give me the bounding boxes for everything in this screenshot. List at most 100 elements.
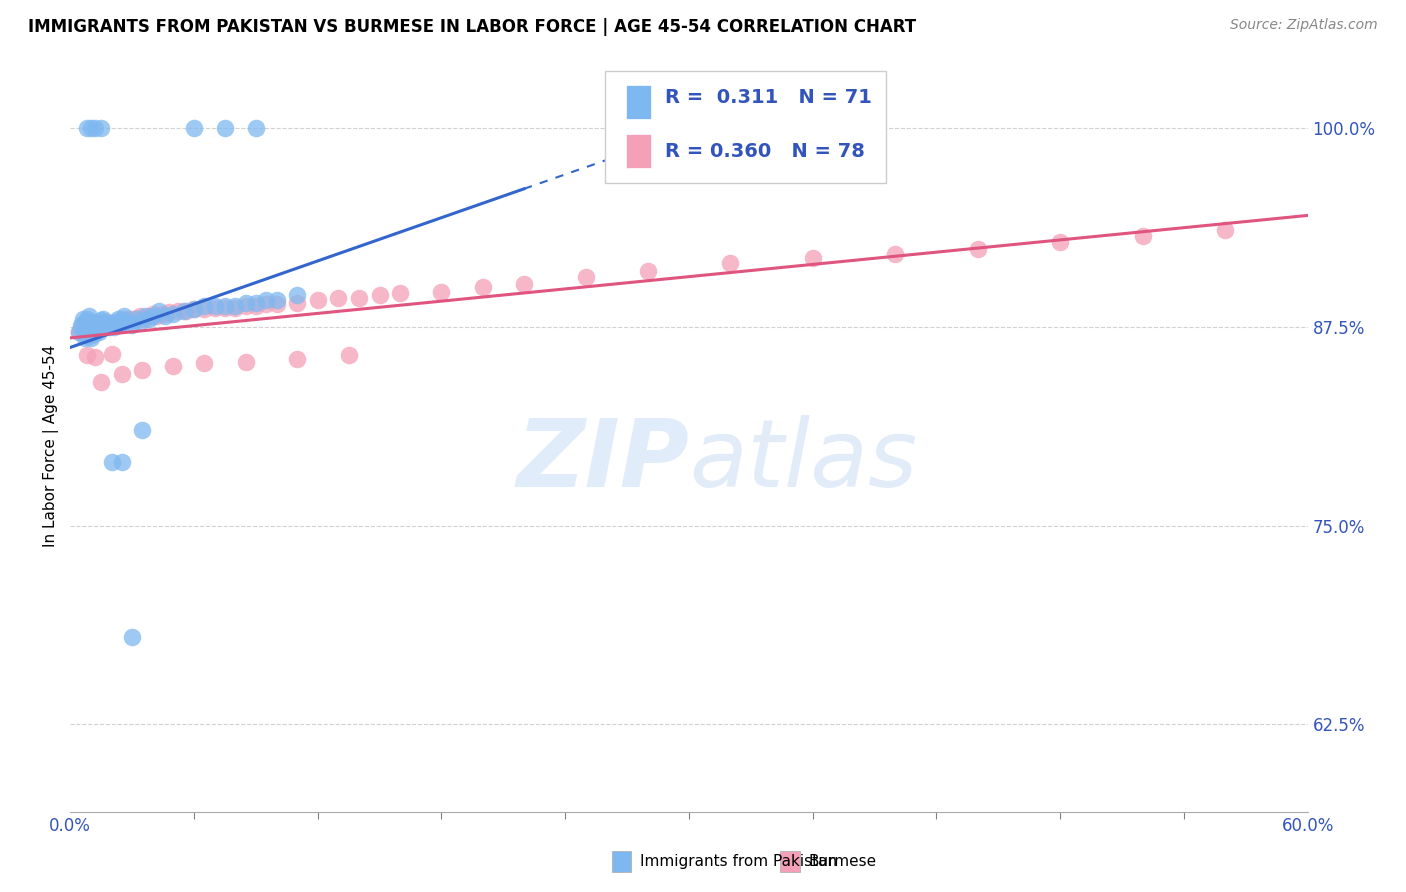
Point [84, 323, 107, 337]
Point [76, 120, 98, 135]
Point [347, 291, 370, 305]
Point [100, 317, 122, 331]
Point [72, 311, 94, 326]
Point [84, 319, 107, 334]
Point [134, 311, 156, 326]
Point [368, 288, 391, 302]
Point [73, 325, 96, 339]
Point [73, 331, 96, 345]
Point [142, 309, 165, 323]
Point [513, 277, 536, 291]
Point [84, 350, 107, 364]
Point [96, 315, 118, 329]
Text: Immigrants from Pakistan: Immigrants from Pakistan [640, 855, 837, 869]
Point [153, 309, 176, 323]
Point [162, 307, 184, 321]
Point [146, 309, 169, 323]
Text: R =  0.311   N = 71: R = 0.311 N = 71 [665, 87, 872, 107]
Point [245, 120, 267, 135]
Point [89, 325, 111, 339]
Point [100, 455, 122, 469]
Point [89, 321, 111, 335]
Point [104, 315, 127, 329]
Point [96, 318, 118, 333]
Point [76, 311, 98, 326]
Point [235, 355, 257, 369]
Point [76, 315, 98, 329]
Point [129, 309, 152, 323]
Point [131, 423, 153, 437]
Point [1132, 229, 1154, 244]
Point [103, 318, 125, 333]
Point [112, 309, 135, 323]
Point [86, 321, 108, 335]
Point [183, 302, 205, 317]
Text: ZIP: ZIP [516, 415, 689, 507]
Text: Burmese: Burmese [808, 855, 876, 869]
Point [82, 325, 104, 339]
Point [235, 296, 257, 310]
Point [80, 315, 103, 329]
Point [285, 288, 308, 302]
Point [90, 318, 112, 333]
Point [76, 319, 98, 334]
Point [142, 307, 165, 321]
Point [430, 285, 453, 299]
Point [72, 318, 94, 333]
Point [183, 302, 205, 317]
Point [204, 301, 226, 315]
Point [307, 293, 329, 307]
Point [73, 315, 96, 329]
Point [72, 319, 94, 334]
Point [245, 296, 267, 310]
Y-axis label: In Labor Force | Age 45-54: In Labor Force | Age 45-54 [44, 345, 59, 547]
Point [80, 327, 103, 342]
Point [76, 325, 98, 339]
Point [84, 326, 107, 340]
Point [80, 321, 103, 335]
Point [111, 311, 134, 326]
Point [98, 318, 121, 333]
Text: Source: ZipAtlas.com: Source: ZipAtlas.com [1230, 18, 1378, 32]
Text: atlas: atlas [689, 415, 917, 506]
Point [98, 319, 121, 334]
Point [73, 327, 96, 342]
Point [121, 311, 143, 326]
Point [162, 359, 184, 374]
Point [884, 246, 907, 260]
Point [86, 315, 108, 329]
Point [82, 318, 104, 333]
Point [80, 120, 103, 135]
Point [69, 321, 91, 335]
Point [69, 318, 91, 333]
Point [76, 327, 98, 342]
Point [80, 325, 103, 339]
Point [125, 311, 148, 326]
Point [214, 120, 236, 135]
Point [214, 301, 236, 315]
Point [91, 311, 114, 326]
Point [125, 311, 148, 326]
Point [84, 120, 107, 135]
Text: IMMIGRANTS FROM PAKISTAN VS BURMESE IN LABOR FORCE | AGE 45-54 CORRELATION CHART: IMMIGRANTS FROM PAKISTAN VS BURMESE IN L… [28, 18, 917, 36]
Point [266, 297, 288, 311]
Point [94, 315, 117, 329]
Point [173, 303, 195, 318]
Point [131, 362, 153, 376]
Point [100, 317, 122, 331]
Point [108, 318, 131, 333]
Point [337, 348, 360, 362]
Point [100, 347, 122, 361]
Point [193, 356, 215, 370]
Point [90, 376, 112, 390]
Point [204, 299, 226, 313]
Point [157, 305, 180, 319]
Point [575, 270, 598, 285]
Point [94, 319, 117, 334]
Point [108, 315, 131, 329]
Point [224, 301, 246, 315]
Point [1213, 223, 1236, 237]
Point [966, 242, 988, 256]
Point [86, 317, 108, 331]
Point [90, 313, 112, 327]
